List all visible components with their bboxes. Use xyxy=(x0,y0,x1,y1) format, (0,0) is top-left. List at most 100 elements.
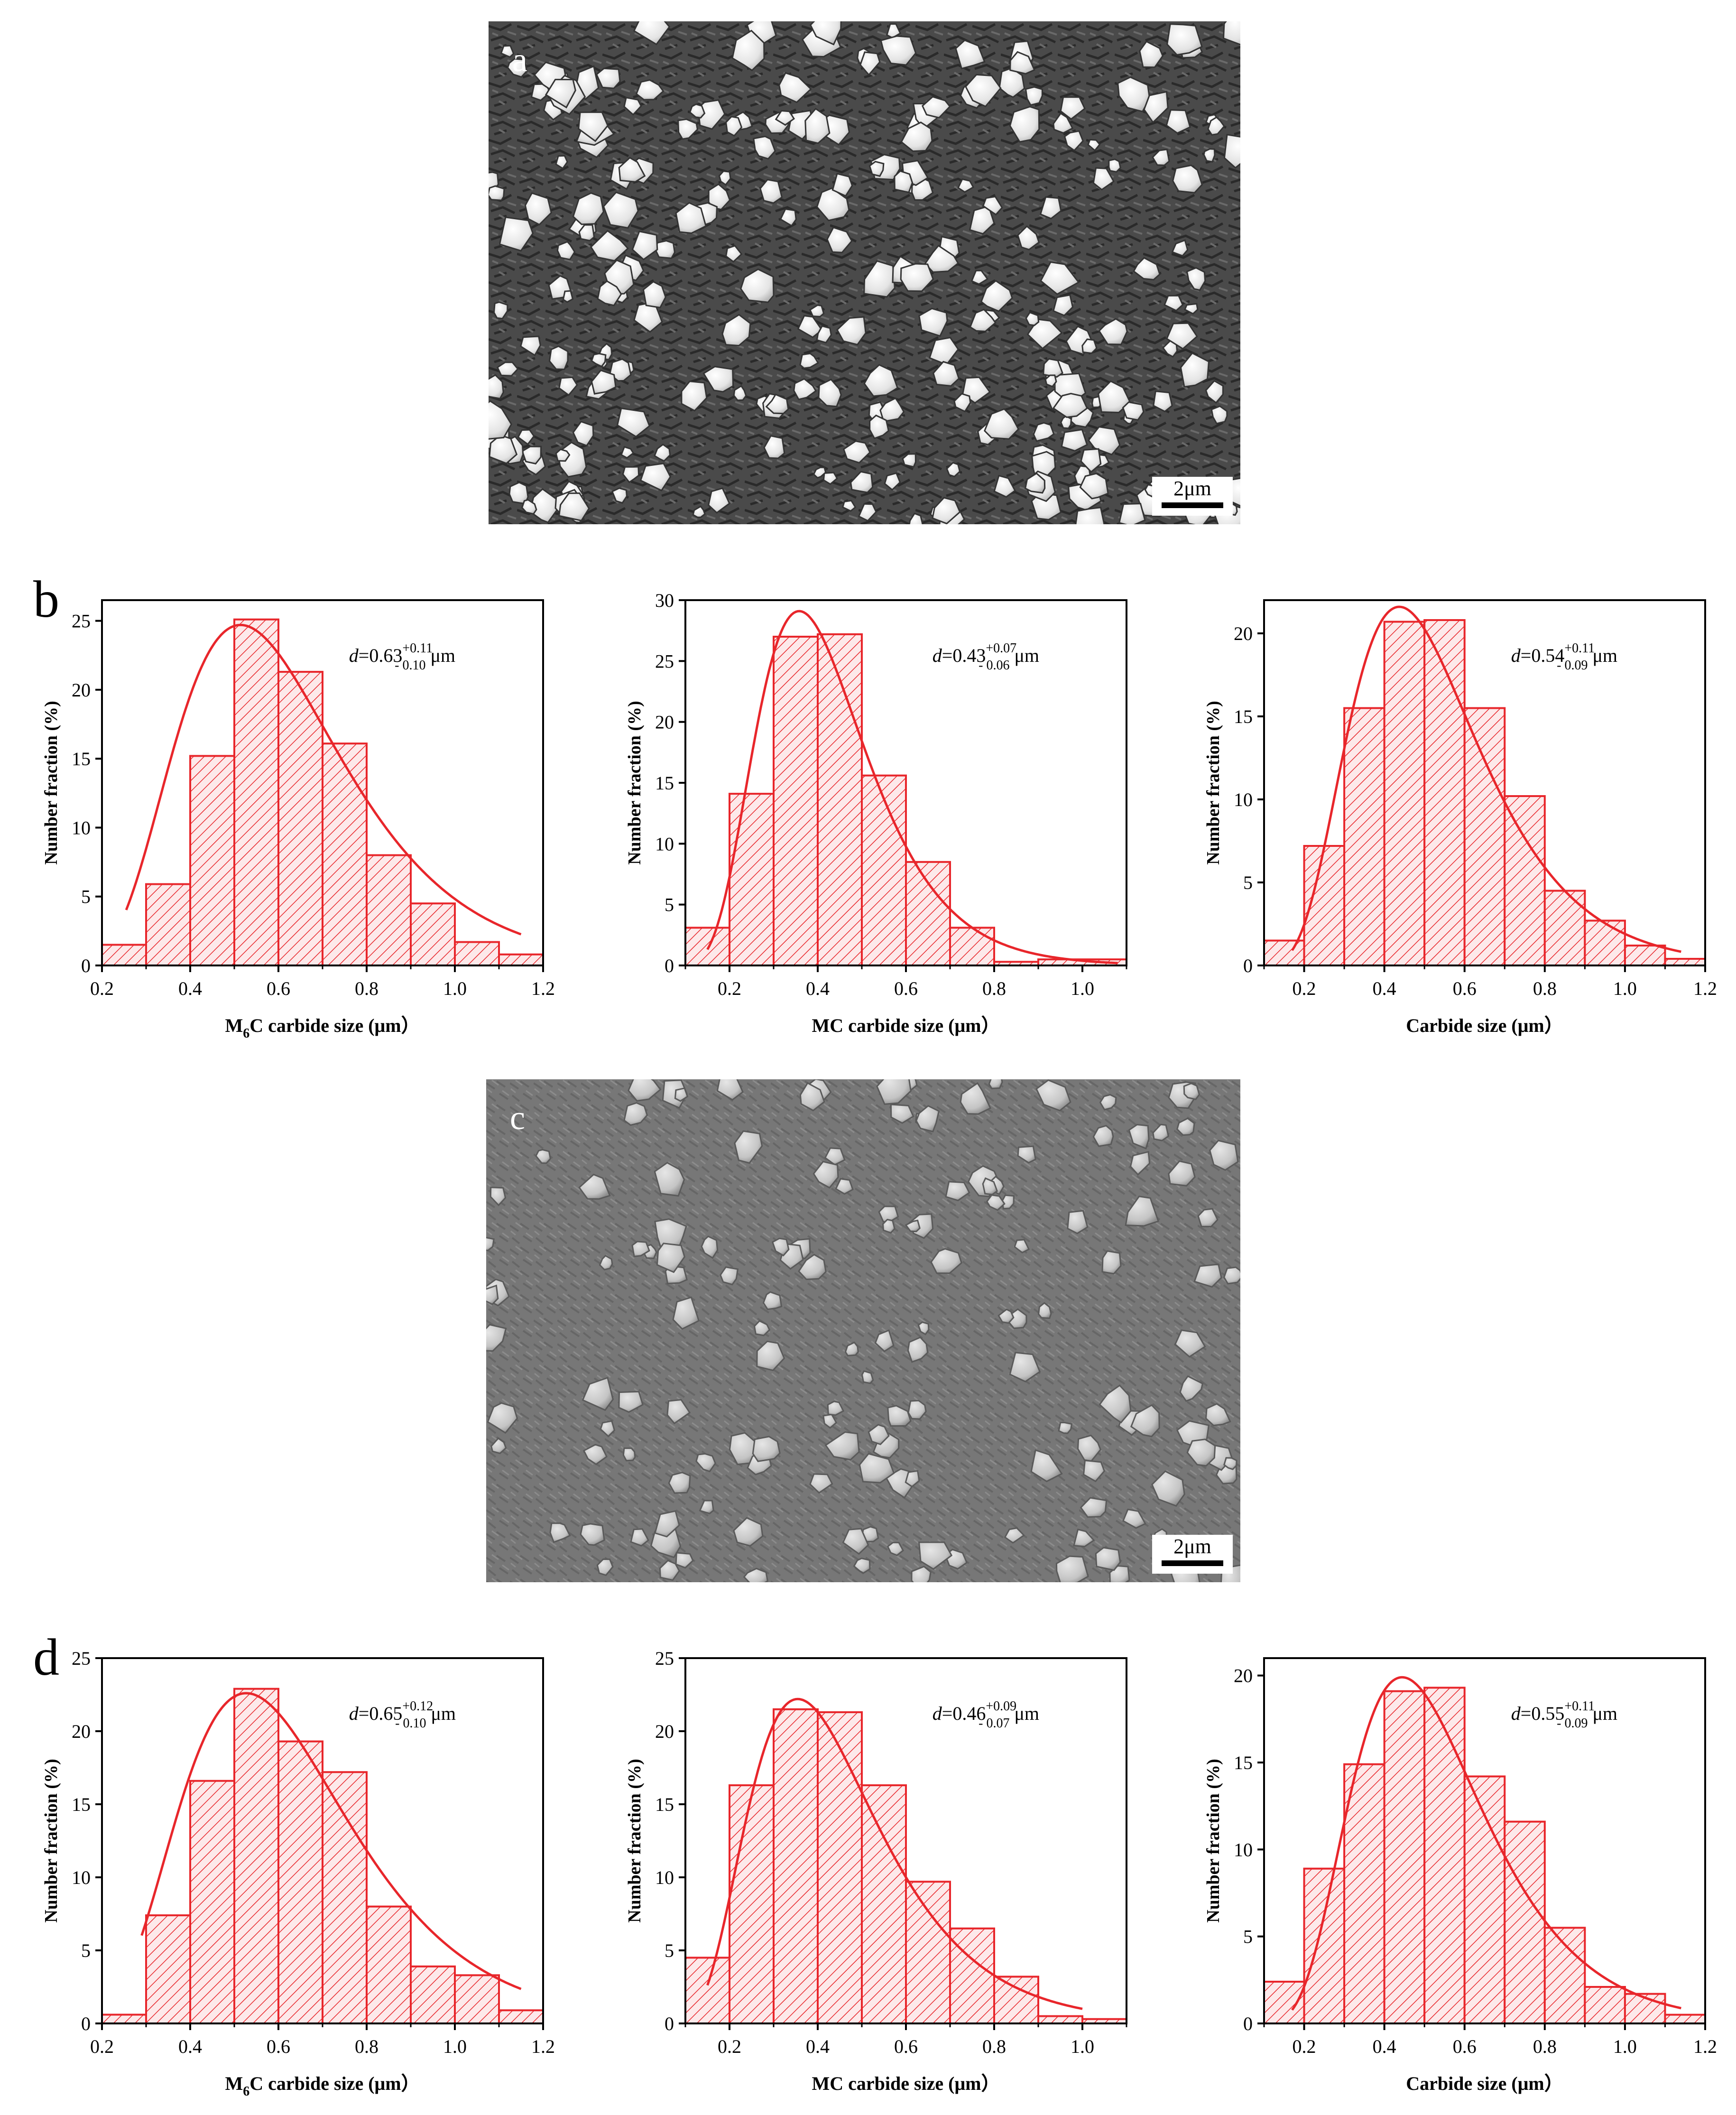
x-tick-label: 0.8 xyxy=(355,978,379,999)
y-tick-label: 10 xyxy=(72,817,91,838)
y-tick-label: 0 xyxy=(1243,2013,1253,2034)
carbide-particle xyxy=(798,1253,827,1280)
mean-size-annotation: d=0.65+0.12- 0.10 μm xyxy=(349,1699,456,1731)
histogram-bar xyxy=(1664,2013,1706,2025)
x-tick-label: 0.8 xyxy=(982,978,1006,999)
carbide-particle xyxy=(635,79,665,101)
carbide-particle xyxy=(886,1541,905,1557)
histogram-bar xyxy=(773,636,819,966)
carbide-particle xyxy=(1197,1208,1219,1228)
carbide-particle xyxy=(1060,415,1072,429)
carbide-particle xyxy=(1151,1470,1185,1507)
carbide-particle xyxy=(583,1444,608,1466)
carbide-particle xyxy=(517,429,535,445)
carbide-particle xyxy=(1143,91,1169,124)
carbide-particle xyxy=(890,1104,914,1124)
histogram-bar xyxy=(410,902,456,967)
carbide-particle xyxy=(1186,267,1206,291)
carbide-particle xyxy=(1166,23,1203,56)
scale-bar-c: 2μm xyxy=(1152,1535,1233,1574)
carbide-particle xyxy=(1060,96,1086,120)
carbide-particle xyxy=(894,170,914,194)
x-tick-label: 0.2 xyxy=(90,2036,114,2057)
y-tick-label: 15 xyxy=(1234,1752,1253,1773)
carbide-particle xyxy=(880,35,917,66)
carbide-particle xyxy=(1058,1422,1073,1434)
carbide-particle xyxy=(718,170,731,186)
y-axis-label: Number fraction (%) xyxy=(625,1759,645,1922)
carbide-particle xyxy=(1152,1123,1170,1141)
carbide-particle xyxy=(733,1517,764,1547)
histogram-bar xyxy=(684,927,730,967)
carbide-particle xyxy=(1205,1403,1231,1427)
carbide-particle xyxy=(489,374,504,399)
carbide-particle xyxy=(1125,1196,1160,1227)
carbide-particle xyxy=(1009,1352,1041,1382)
fit-curve xyxy=(1291,605,1681,953)
histogram-bar xyxy=(773,1708,819,2025)
carbide-particle xyxy=(1079,473,1109,500)
histogram-bar xyxy=(366,854,412,967)
carbide-particle xyxy=(734,1130,763,1164)
histogram-d-m6c: 0.2 0.4 0.6 0.8 1.0 1.2 0 5 10 15 20 25 Number fract… xyxy=(33,1642,564,2109)
histogram-bar xyxy=(1584,1986,1626,2024)
x-tick-label: 1.0 xyxy=(1071,2036,1094,2057)
carbide-particle xyxy=(1097,380,1131,414)
histogram-bar xyxy=(454,941,500,966)
carbide-particle xyxy=(720,1266,739,1286)
carbide-particle xyxy=(902,453,917,468)
carbide-particle xyxy=(924,244,959,273)
carbide-particle xyxy=(861,1370,874,1384)
carbide-particle xyxy=(824,1431,860,1461)
carbide-particle xyxy=(1171,239,1189,257)
carbide-particle xyxy=(1118,502,1146,524)
histogram-bar xyxy=(1263,939,1305,966)
carbide-particle xyxy=(591,369,617,395)
histogram-bar xyxy=(233,1688,279,2025)
carbide-particle xyxy=(841,500,857,512)
carbide-particle xyxy=(900,263,934,292)
y-tick-label: 10 xyxy=(1234,1839,1253,1860)
carbide-particle xyxy=(918,1541,953,1570)
carbide-particle xyxy=(884,472,901,491)
carbide-particle xyxy=(499,216,534,252)
carbide-particle xyxy=(1055,1555,1089,1582)
histogram-bar xyxy=(189,755,235,966)
carbide-particle xyxy=(1183,1082,1200,1100)
carbide-particle xyxy=(486,1324,507,1352)
carbide-particle xyxy=(1101,1250,1122,1275)
scale-bar-line-a xyxy=(1162,502,1223,508)
carbide-particle xyxy=(816,187,850,222)
carbide-particle xyxy=(545,79,576,109)
carbide-particle xyxy=(655,240,676,259)
carbide-particle xyxy=(915,1105,940,1132)
panel-label-c: c xyxy=(510,1099,525,1137)
y-axis-label: Number fraction (%) xyxy=(41,1759,61,1922)
carbide-particle xyxy=(753,1320,771,1336)
carbide-particle xyxy=(859,1453,895,1484)
carbide-particle xyxy=(882,1218,896,1234)
x-tick-label: 1.0 xyxy=(1071,978,1094,999)
carbide-particle xyxy=(572,192,604,225)
carbide-particle xyxy=(997,1308,1015,1324)
y-tick-label: 10 xyxy=(1234,789,1253,810)
carbide-particle xyxy=(1081,338,1098,354)
carbide-particle xyxy=(988,1079,1003,1089)
chart-b1: 0.2 0.4 0.6 0.8 1.0 1.2 0 5 10 15 20 25 Number fract… xyxy=(41,599,555,1041)
carbide-particle xyxy=(1108,158,1121,173)
carbide-particle xyxy=(762,1291,783,1310)
carbide-particle xyxy=(1099,1094,1117,1111)
carbide-particle xyxy=(740,268,775,303)
histogram-bar xyxy=(729,1784,775,2024)
carbide-particle xyxy=(555,155,568,170)
x-tick-label: 1.0 xyxy=(1613,2036,1637,2057)
carbide-particle xyxy=(493,301,508,320)
histogram-bar xyxy=(1504,1820,1546,2024)
carbide-particle xyxy=(1166,322,1198,350)
carbide-particle xyxy=(1044,374,1057,388)
carbide-particle xyxy=(618,157,646,183)
histogram-bar xyxy=(1463,707,1506,966)
carbide-particle xyxy=(1038,1302,1052,1319)
y-tick-label: 5 xyxy=(81,1940,91,1961)
carbide-particle xyxy=(1203,148,1216,163)
